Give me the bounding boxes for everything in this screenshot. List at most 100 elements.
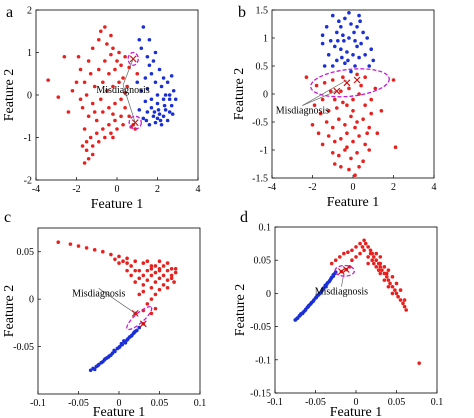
data-point xyxy=(82,80,87,85)
annotation-text: Misdiagnosis xyxy=(96,85,149,96)
data-point xyxy=(144,118,149,123)
data-point xyxy=(370,258,375,263)
data-point xyxy=(318,111,323,116)
annotation-pointer xyxy=(302,90,336,106)
data-point xyxy=(127,114,131,119)
data-point xyxy=(312,103,317,107)
x-tick-label: 0 xyxy=(354,397,359,408)
data-point xyxy=(101,127,105,131)
data-point xyxy=(345,50,349,54)
data-point xyxy=(143,76,148,80)
data-point xyxy=(320,41,325,46)
data-point xyxy=(311,299,315,304)
data-point xyxy=(129,334,133,338)
y-tick-label: -0.05 xyxy=(13,342,34,353)
data-point xyxy=(341,100,345,105)
data-point xyxy=(86,156,91,161)
data-point xyxy=(373,86,378,91)
x-tick-label: -0.1 xyxy=(267,397,283,408)
data-point xyxy=(111,112,115,116)
data-point xyxy=(320,33,325,37)
data-point xyxy=(363,53,367,57)
data-point xyxy=(165,268,170,273)
data-point xyxy=(367,125,372,130)
data-point xyxy=(393,288,397,292)
data-point xyxy=(153,50,158,55)
data-point xyxy=(394,291,399,296)
data-point xyxy=(386,284,391,289)
points xyxy=(56,240,178,373)
x-tick-label: 4 xyxy=(196,184,201,195)
data-point xyxy=(308,302,313,306)
annotation-pointer xyxy=(98,288,136,314)
data-point xyxy=(129,264,133,268)
data-point xyxy=(78,97,83,102)
data-point xyxy=(390,275,395,279)
data-point xyxy=(162,103,167,108)
data-point xyxy=(354,255,358,259)
data-point xyxy=(355,151,359,155)
data-point xyxy=(113,101,117,106)
data-point xyxy=(76,244,81,248)
data-point xyxy=(137,276,142,281)
data-point xyxy=(96,67,101,72)
x-tick-label: -0.1 xyxy=(30,398,46,409)
annotation-text: Misdiagnosis xyxy=(315,287,368,298)
data-point xyxy=(335,106,339,110)
panel-label: c xyxy=(4,209,11,226)
data-point xyxy=(105,42,109,46)
data-point xyxy=(90,46,95,51)
data-point xyxy=(103,59,107,63)
data-point xyxy=(117,254,121,259)
panel-b: b Feature 1 Feature 2 -4 -2 0 2 4 1.5 1 0.5 0 -0.… xyxy=(232,4,437,210)
data-point xyxy=(388,281,392,286)
data-point xyxy=(379,109,384,113)
panel-c: c Feature 1 Feature 2 -0.1 -0.05 0 0.05 0.1 0… xyxy=(2,209,206,418)
data-point xyxy=(342,251,346,256)
points xyxy=(304,11,398,177)
data-point xyxy=(117,261,121,265)
data-point xyxy=(390,291,395,296)
data-point xyxy=(94,118,99,123)
data-point xyxy=(384,275,389,279)
data-point xyxy=(350,248,354,253)
data-point xyxy=(324,25,329,29)
data-point xyxy=(365,36,369,40)
data-point xyxy=(295,316,299,321)
data-point xyxy=(157,268,162,273)
data-point xyxy=(326,109,331,113)
y-tick-label: 0.5 xyxy=(256,62,269,73)
data-point xyxy=(401,301,405,306)
data-point xyxy=(133,268,137,273)
data-point xyxy=(310,123,315,127)
annotation-marks xyxy=(302,68,390,106)
data-point xyxy=(173,270,178,275)
annotation-pointer xyxy=(122,58,134,86)
data-point xyxy=(355,72,359,77)
data-point xyxy=(169,276,174,281)
data-point xyxy=(355,25,359,29)
data-point xyxy=(101,80,105,85)
data-point xyxy=(355,120,359,124)
y-tick-label: 0 xyxy=(27,91,32,102)
data-point xyxy=(117,80,121,85)
data-point xyxy=(103,135,107,140)
data-point xyxy=(363,75,367,79)
x-tick-label: -4 xyxy=(32,184,40,195)
data-point xyxy=(90,101,95,106)
data-point xyxy=(345,103,349,107)
data-point xyxy=(119,114,123,119)
data-point xyxy=(417,361,421,365)
data-point xyxy=(324,120,329,124)
data-point xyxy=(386,268,391,272)
data-point xyxy=(149,264,154,268)
data-point xyxy=(358,241,362,246)
data-point xyxy=(359,41,363,46)
data-point xyxy=(149,311,154,316)
data-point xyxy=(402,304,407,309)
data-point xyxy=(86,114,91,119)
data-point xyxy=(141,25,146,29)
data-point xyxy=(149,97,154,102)
data-point xyxy=(56,240,61,245)
data-point xyxy=(362,248,366,253)
